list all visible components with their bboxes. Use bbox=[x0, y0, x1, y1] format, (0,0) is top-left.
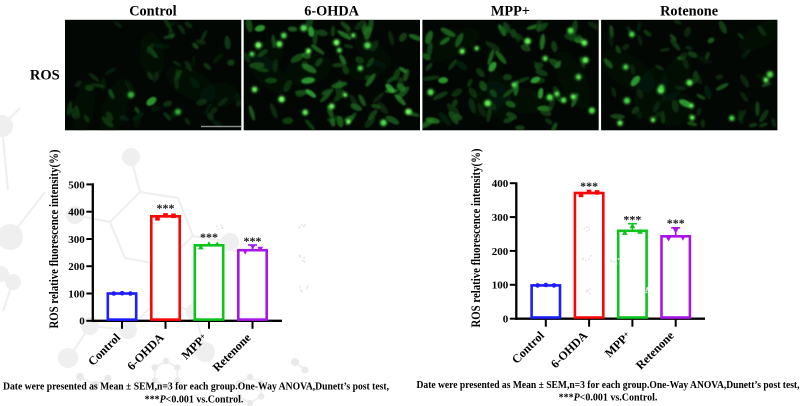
svg-text:0: 0 bbox=[79, 316, 85, 328]
svg-text:***: *** bbox=[157, 201, 175, 215]
svg-text:Control: Control bbox=[509, 328, 547, 366]
svg-text:***: *** bbox=[623, 213, 641, 227]
svg-text:Control: Control bbox=[85, 330, 123, 368]
svg-text:400: 400 bbox=[68, 207, 85, 219]
svg-text:300: 300 bbox=[68, 234, 85, 246]
svg-text:0: 0 bbox=[503, 314, 509, 326]
svg-text:100: 100 bbox=[68, 288, 85, 300]
svg-text:ROS relative fluorescence inte: ROS relative fluorescence intensity(%) bbox=[469, 149, 483, 328]
svg-text:MPP+: MPP+ bbox=[602, 328, 634, 360]
svg-text:6-OHDA: 6-OHDA bbox=[548, 328, 591, 371]
svg-text:Control: Control bbox=[129, 4, 176, 20]
svg-text:500: 500 bbox=[68, 179, 85, 191]
svg-text:Retenone: Retenone bbox=[210, 330, 254, 374]
svg-text:200: 200 bbox=[68, 261, 85, 273]
svg-text:200: 200 bbox=[492, 246, 509, 258]
svg-text:Date were presented as Mean ±: Date were presented as Mean ± SEM,n=3 fo… bbox=[3, 382, 389, 393]
svg-text:300: 300 bbox=[492, 212, 509, 224]
svg-text:***P<0.001 vs.Control.: ***P<0.001 vs.Control. bbox=[145, 395, 244, 406]
svg-text:6-OHDA: 6-OHDA bbox=[304, 4, 359, 20]
svg-text:***: *** bbox=[200, 230, 218, 244]
svg-text:***P<0.001 vs.Control.: ***P<0.001 vs.Control. bbox=[559, 393, 658, 404]
svg-text:Retenone: Retenone bbox=[633, 328, 677, 372]
svg-text:Rotenone: Rotenone bbox=[660, 4, 718, 20]
svg-text:***: *** bbox=[244, 234, 262, 248]
svg-text:Date were presented as Mean ±: Date were presented as Mean ± SEM,n=3 fo… bbox=[417, 380, 800, 391]
svg-text:100: 100 bbox=[492, 280, 509, 292]
svg-text:***: *** bbox=[580, 179, 598, 193]
svg-text:ROS relative fluorescence inte: ROS relative fluorescence intensity(%) bbox=[47, 150, 61, 329]
svg-text:***: *** bbox=[667, 216, 685, 230]
svg-text:ROS: ROS bbox=[30, 68, 60, 84]
svg-text:MPP+: MPP+ bbox=[491, 4, 530, 20]
svg-text:400: 400 bbox=[492, 178, 509, 190]
